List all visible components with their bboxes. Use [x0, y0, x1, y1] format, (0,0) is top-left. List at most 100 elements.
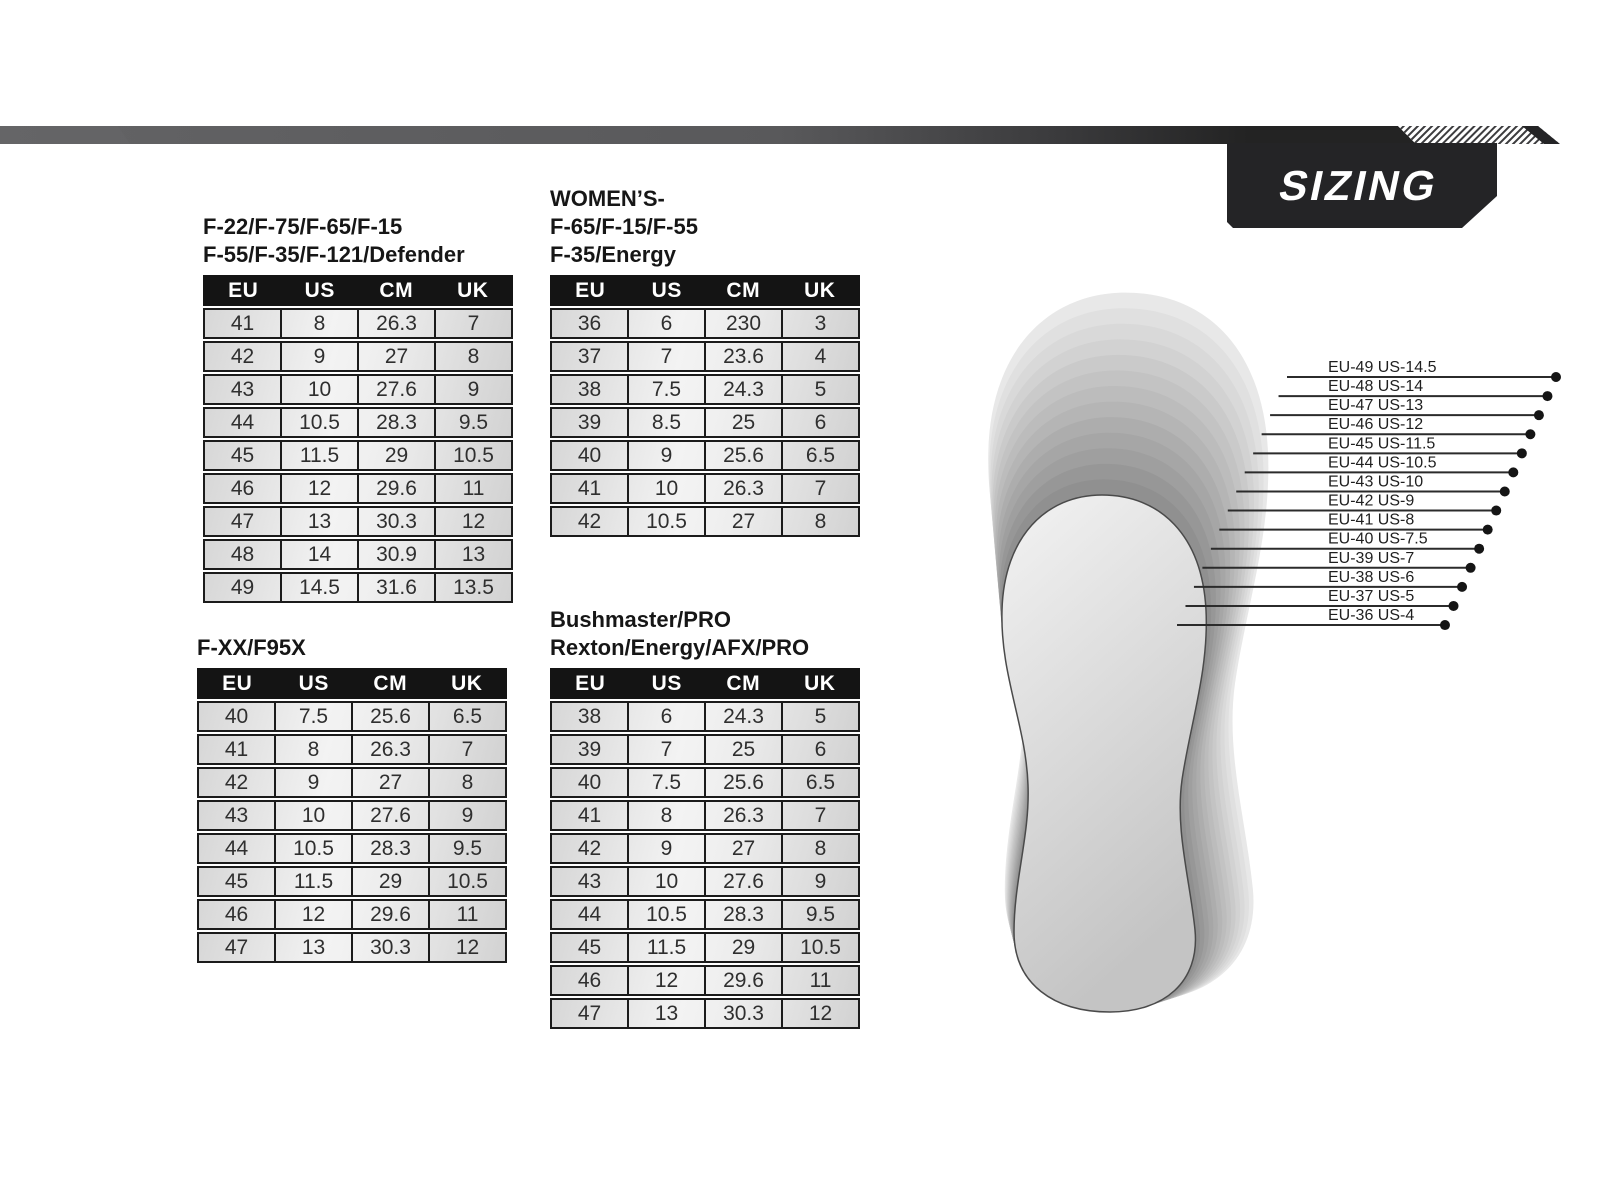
table-cell: 25 [704, 736, 781, 763]
table-cell: 43 [230, 377, 255, 401]
table-header-row: EU US CM UK [550, 275, 860, 306]
table-header-row: EU US CM UK [550, 668, 860, 699]
table-row: 42 9 27 8 [203, 341, 513, 372]
table-cell: 9 [627, 835, 704, 862]
table-row: 45 11.5 29 10.5 [203, 440, 513, 471]
table-cell: 44 [230, 410, 255, 434]
table-cell: 43 [224, 803, 249, 827]
table-cell: 30.3 [704, 1000, 781, 1027]
table-row: 46 12 29.6 11 [197, 899, 507, 930]
table-cell: 7 [781, 475, 858, 502]
size-table-womens: WOMEN’S- F-65/F-15/F-55 F-35/Energy EU US CM… [550, 185, 860, 539]
table-cell: 26.3 [351, 736, 428, 763]
size-leader-dot [1516, 448, 1527, 459]
table-title: F-55/F-35/F-121/Defender [203, 242, 465, 267]
size-label: EU-36 US-4 [1328, 607, 1414, 624]
table-row: 42 9 27 8 [197, 767, 507, 798]
table-cell: 29 [704, 934, 781, 961]
table-cell: 27 [704, 835, 781, 862]
sizing-banner-label: SIZING [1275, 162, 1443, 208]
table-cell: 10.5 [428, 868, 505, 895]
table-cell: 12 [627, 967, 704, 994]
column-header: EU [228, 278, 259, 302]
table-cell: 8 [434, 343, 511, 370]
size-label: EU-44 US-10.5 [1328, 454, 1437, 471]
size-leader-dot [1525, 429, 1536, 440]
size-leader-lines: EU-49 US-14.5 EU-48 US-14 EU-47 US-13 EU-46… [1177, 359, 1561, 631]
table-header-row: EU US CM UK [203, 275, 513, 306]
table-cell: 9.5 [428, 835, 505, 862]
table-cell: 29.6 [704, 967, 781, 994]
table-cell: 8 [627, 802, 704, 829]
table-cell: 40 [577, 443, 602, 467]
column-header: UK [457, 278, 489, 302]
table-cell: 9 [428, 802, 505, 829]
table-cell: 43 [577, 869, 602, 893]
column-header: US [304, 278, 335, 302]
size-label: EU-47 US-13 [1328, 397, 1423, 414]
column-header: EU [222, 671, 253, 695]
table-cell: 11.5 [274, 868, 351, 895]
table-row: 39 7 25 6 [550, 734, 860, 765]
table-cell: 6 [781, 409, 858, 436]
column-header: CM [726, 671, 761, 695]
table-row: 40 7.5 25.6 6.5 [197, 701, 507, 732]
table-cell: 44 [224, 836, 249, 860]
table-cell: 8 [781, 508, 858, 535]
table-cell: 9 [274, 769, 351, 796]
table-cell: 7 [428, 736, 505, 763]
table-cell: 25.6 [704, 442, 781, 469]
table-cell: 6.5 [781, 769, 858, 796]
size-leader-dot [1551, 372, 1561, 382]
insole-size-diagram: EU-49 US-14.5 EU-48 US-14 EU-47 US-13 EU-46… [988, 292, 1561, 1013]
table-row: 38 6 24.3 5 [550, 701, 860, 732]
size-label: EU-42 US-9 [1328, 493, 1414, 510]
size-label: EU-46 US-12 [1328, 416, 1423, 433]
table-cell: 14.5 [280, 574, 357, 601]
table-cell: 45 [230, 443, 255, 467]
table-cell: 8 [274, 736, 351, 763]
table-cell: 27.6 [704, 868, 781, 895]
table-cell: 11 [434, 475, 511, 502]
table-cell: 13 [627, 1000, 704, 1027]
table-cell: 28.3 [351, 835, 428, 862]
table-row: 42 9 27 8 [550, 833, 860, 864]
table-cell: 41 [577, 803, 602, 827]
table-body: 41 8 26.3 7 42 9 27 8 43 10 27.6 9 44 10.5 28.3 9.5 45 11… [203, 308, 513, 603]
table-cell: 38 [577, 377, 602, 401]
table-row: 43 10 27.6 9 [550, 866, 860, 897]
table-cell: 9 [627, 442, 704, 469]
table-cell: 26.3 [357, 310, 434, 337]
table-cell: 10 [280, 376, 357, 403]
table-cell: 42 [230, 344, 255, 368]
table-cell: 27.6 [357, 376, 434, 403]
table-title-group: WOMEN’S- F-65/F-15/F-55 F-35/Energy [550, 185, 860, 269]
table-cell: 10.5 [274, 835, 351, 862]
table-title: WOMEN’S- [550, 186, 665, 211]
table-cell: 11.5 [280, 442, 357, 469]
table-row: 40 9 25.6 6.5 [550, 440, 860, 471]
table-cell: 6.5 [781, 442, 858, 469]
size-label: EU-41 US-8 [1328, 512, 1414, 529]
table-cell: 41 [577, 476, 602, 500]
table-cell: 25 [704, 409, 781, 436]
table-cell: 6 [627, 310, 704, 337]
table-row: 36 6 230 3 [550, 308, 860, 339]
table-title: F-35/Energy [550, 242, 676, 267]
table-cell: 9.5 [434, 409, 511, 436]
table-cell: 29.6 [357, 475, 434, 502]
table-row: 40 7.5 25.6 6.5 [550, 767, 860, 798]
table-cell: 10 [627, 868, 704, 895]
size-table-mens-f22: F-22/F-75/F-65/F-15 F-55/F-35/F-121/Defen… [203, 213, 513, 605]
table-cell: 3 [781, 310, 858, 337]
table-cell: 27.6 [351, 802, 428, 829]
table-title-group: F-22/F-75/F-65/F-15 F-55/F-35/F-121/Defen… [203, 213, 513, 269]
column-header: US [651, 671, 682, 695]
table-cell: 6 [781, 736, 858, 763]
size-label: EU-48 US-14 [1328, 378, 1423, 395]
table-row: 41 8 26.3 7 [197, 734, 507, 765]
table-cell: 23.6 [704, 343, 781, 370]
table-cell: 37 [577, 344, 602, 368]
size-label: EU-37 US-5 [1328, 588, 1414, 605]
column-header: CM [726, 278, 761, 302]
